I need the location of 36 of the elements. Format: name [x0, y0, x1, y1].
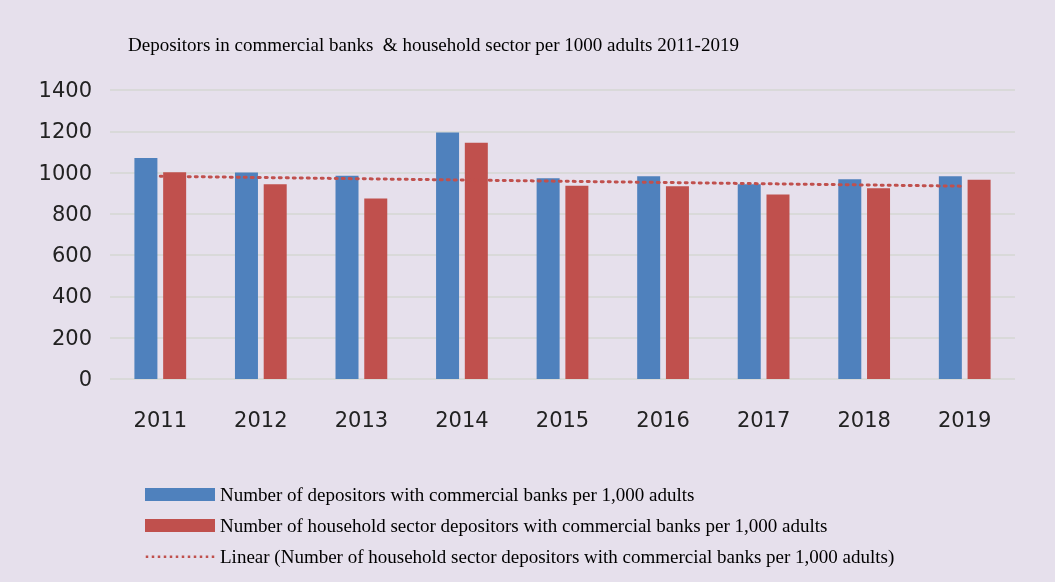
x-tick-label: 2011 [133, 407, 187, 432]
x-tick-label: 2016 [636, 407, 690, 432]
bar [234, 172, 258, 379]
bar [838, 179, 862, 379]
y-tick-label: 800 [51, 201, 92, 226]
x-tick-label: 2012 [234, 407, 288, 432]
x-tick-label: 2019 [938, 407, 992, 432]
legend-label: Number of household sector depositors with commercial banks per 1,000 adults [220, 515, 828, 536]
chart-title: Depositors in commercial banks & household sector per 1000 adults 2011-2019 [128, 34, 739, 55]
bar [665, 186, 689, 379]
y-tick-label: 200 [51, 325, 92, 350]
bar [938, 176, 962, 379]
legend-label: Linear (Number of household sector depositors with commercial banks per 1,000 adults) [220, 546, 895, 568]
x-tick-label: 2013 [334, 407, 389, 432]
y-tick-label: 600 [51, 243, 92, 268]
bar [967, 179, 991, 379]
bar [565, 185, 589, 379]
bar [364, 198, 388, 379]
bar [766, 194, 790, 379]
x-tick-label: 2017 [736, 407, 791, 432]
bar [436, 132, 460, 379]
bar [134, 157, 158, 379]
x-tick-label: 2018 [837, 407, 891, 432]
legend-label: Number of depositors with commercial banks per 1,000 adults [220, 484, 695, 505]
y-tick-label: 0 [78, 367, 92, 391]
x-tick-label: 2014 [435, 407, 489, 432]
y-tick-label: 1400 [38, 78, 92, 102]
bar [536, 178, 560, 379]
y-tick-label: 1200 [38, 119, 92, 144]
bar [263, 184, 287, 379]
y-tick-label: 400 [51, 284, 92, 309]
bar [737, 184, 761, 379]
bar [637, 176, 661, 379]
bar [335, 175, 359, 379]
y-tick-label: 1000 [38, 160, 92, 185]
x-tick-label: 2015 [535, 407, 590, 432]
